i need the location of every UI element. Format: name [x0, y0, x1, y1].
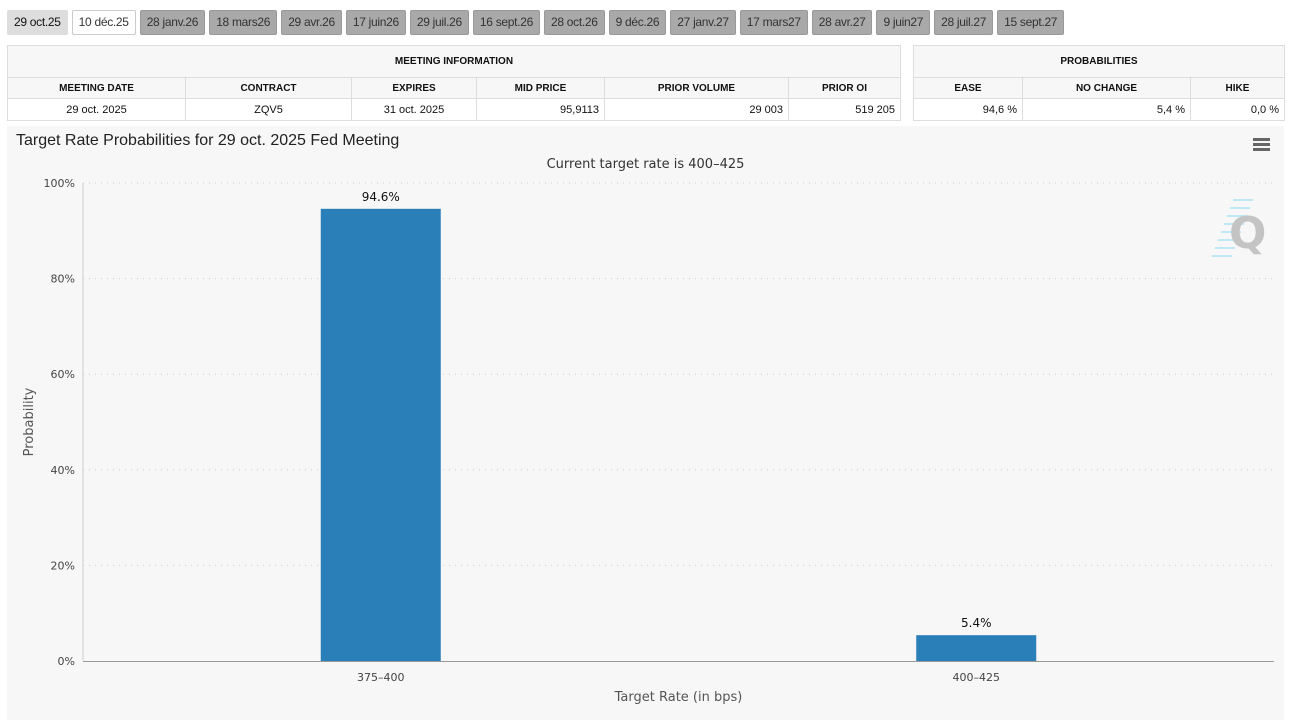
meeting-info-table: MEETING INFORMATION MEETING DATE CONTRAC… [7, 45, 901, 121]
mid-price: 95,9113 [476, 98, 605, 121]
ease-prob: 94,6 % [913, 98, 1023, 121]
bar [916, 635, 1037, 661]
meeting-tab[interactable]: 17 mars27 [739, 10, 808, 35]
watermark-logo-icon: Q [1212, 199, 1266, 259]
meeting-date: 29 oct. 2025 [7, 98, 186, 121]
y-tick-label: 60% [51, 368, 75, 381]
probabilities-title: PROBABILITIES [913, 45, 1285, 78]
col-header: NO CHANGE [1022, 77, 1191, 99]
col-header: MID PRICE [476, 77, 605, 99]
prior-volume: 29 003 [604, 98, 789, 121]
meeting-tab[interactable]: 28 oct.26 [543, 10, 605, 35]
y-tick-label: 0% [58, 655, 75, 668]
chart-subtitle: Current target rate is 400–425 [546, 157, 745, 172]
meeting-tab[interactable]: 27 janv.27 [670, 10, 736, 35]
probability-chart: 0% 20% 40% 60% 80% 100% 94.6% 375–400 5.4% 400–42… [7, 126, 1284, 720]
col-header: EASE [913, 77, 1023, 99]
meeting-tab[interactable]: 16 sept.26 [472, 10, 540, 35]
col-header: MEETING DATE [7, 77, 186, 99]
meeting-tab[interactable]: 17 juin26 [345, 10, 406, 35]
x-tick-label: 400–425 [953, 671, 1001, 684]
chart-title: Target Rate Probabilities for 29 oct. 20… [16, 132, 400, 149]
y-tick-label: 80% [51, 273, 75, 286]
chart-svg: 0% 20% 40% 60% 80% 100% 94.6% 375–400 5.4% 400–42… [22, 177, 1274, 705]
meeting-tabs: 29 oct.25 10 déc.25 28 janv.26 18 mars26 29 … [7, 10, 1065, 35]
y-tick-label: 40% [51, 464, 75, 477]
x-tick-label: 375–400 [357, 671, 405, 684]
meeting-tab[interactable]: 29 oct.25 [7, 10, 68, 35]
meeting-tab[interactable]: 18 mars26 [209, 10, 278, 35]
meeting-tab[interactable]: 29 juil.26 [409, 10, 469, 35]
y-axis-title: Probability [22, 387, 37, 456]
col-header: PRIOR VOLUME [604, 77, 789, 99]
bar [320, 208, 441, 661]
chart-menu-icon[interactable] [1253, 138, 1270, 153]
data-label: 5.4% [961, 616, 992, 630]
y-tick-label: 100% [44, 177, 75, 190]
meeting-tab[interactable]: 10 déc.25 [71, 10, 136, 35]
prior-oi: 519 205 [788, 98, 901, 121]
meeting-info-title: MEETING INFORMATION [7, 45, 901, 78]
col-header: CONTRACT [185, 77, 352, 99]
contract: ZQV5 [185, 98, 352, 121]
meeting-tab[interactable]: 28 juil.27 [934, 10, 994, 35]
data-label: 94.6% [362, 190, 400, 204]
meeting-tab[interactable]: 28 avr.27 [811, 10, 873, 35]
col-header: PRIOR OI [788, 77, 901, 99]
meeting-tab[interactable]: 28 janv.26 [139, 10, 206, 35]
svg-text:Q: Q [1229, 208, 1266, 259]
meeting-tab[interactable]: 29 avr.26 [281, 10, 342, 35]
expires: 31 oct. 2025 [351, 98, 477, 121]
col-header: HIKE [1190, 77, 1285, 99]
hike-prob: 0,0 % [1190, 98, 1285, 121]
y-tick-label: 20% [51, 559, 75, 572]
meeting-tab[interactable]: 9 juin27 [876, 10, 931, 35]
x-axis-title: Target Rate (in bps) [614, 690, 743, 705]
col-header: EXPIRES [351, 77, 477, 99]
meeting-tab[interactable]: 15 sept.27 [997, 10, 1065, 35]
meeting-tab[interactable]: 9 déc.26 [608, 10, 667, 35]
probabilities-table: PROBABILITIES EASE NO CHANGE HIKE 94,6 %… [913, 45, 1285, 121]
no-change-prob: 5,4 % [1022, 98, 1191, 121]
